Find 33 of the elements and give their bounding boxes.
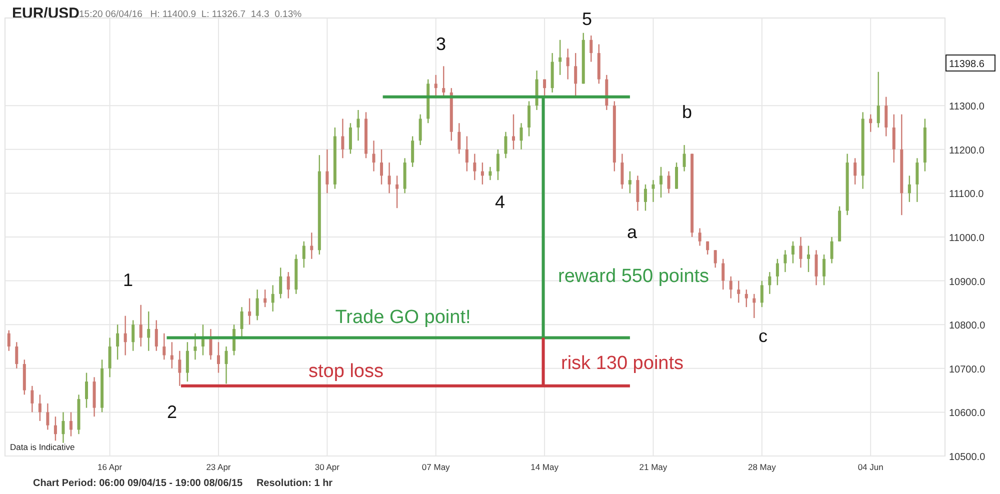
annotation: c [758, 326, 768, 346]
annotation: stop loss [308, 361, 384, 382]
annotation: Data is Indicative [10, 442, 75, 452]
y-tick-label: 10600.0 [949, 408, 986, 420]
annotation: a [626, 222, 638, 242]
x-tick-label: 23 Apr [206, 462, 231, 472]
y-tick-label: 11300.0 [949, 102, 985, 113]
x-tick-label: 30 Apr [314, 462, 340, 472]
x-tick-label: 07 May [422, 462, 451, 472]
annotation: 4 [494, 192, 506, 212]
x-tick-label: 16 Apr [98, 462, 122, 472]
annotation: 1 [122, 270, 134, 290]
x-tick-label: 21 May [639, 462, 668, 472]
y-tick-label: 10900.0 [949, 276, 986, 288]
annotation: 3 [436, 34, 446, 54]
annotation: reward 550 points [558, 266, 710, 288]
y-tick-label: 11100.0 [949, 189, 984, 200]
annotation: 2 [166, 402, 178, 422]
y-tick-label: 10500.0 [949, 452, 986, 463]
y-tick-label: 11200.0 [949, 145, 985, 156]
y-tick-label: 10800.0 [949, 320, 986, 332]
y-tick-label: 10700.0 [949, 364, 986, 376]
x-tick-label: 04 Jun [858, 462, 884, 472]
x-tick-label: 14 May [530, 462, 560, 472]
annotation: 5 [582, 8, 592, 29]
annotation: risk 130 points [561, 353, 684, 374]
text: Chart Period: 06:00 09/04/15 - 19:00 08/06/15 Resolution: 1 hr [33, 478, 333, 489]
y-tick-label: 11000.0 [949, 233, 985, 244]
annotation: Trade GO point! [335, 307, 471, 328]
x-tick-label: 28 May [748, 462, 777, 472]
annotation: b [682, 102, 692, 122]
chart-subtitle: 15:20 06/04/16 H: 11400.9 L: 11326.7 14.3 0.13% [79, 9, 302, 20]
text: 11398.6 [949, 59, 985, 70]
